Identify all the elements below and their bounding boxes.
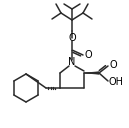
Polygon shape (84, 72, 99, 74)
Text: OH: OH (108, 77, 123, 87)
Text: O: O (68, 33, 76, 43)
Text: O: O (109, 60, 117, 70)
Text: N: N (68, 57, 76, 67)
Text: O: O (84, 50, 92, 60)
